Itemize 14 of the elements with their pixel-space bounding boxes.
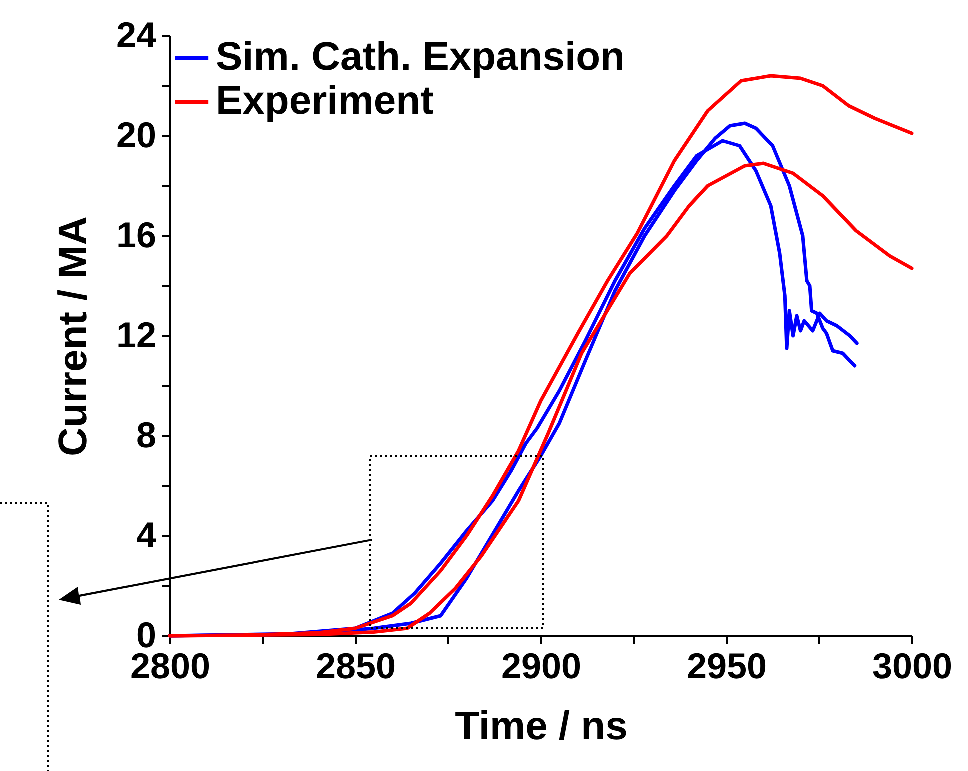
- y-tick-label: 12: [116, 314, 156, 356]
- y-tick-label: 20: [116, 114, 156, 156]
- x-tick-label: 3000: [872, 646, 953, 686]
- legend-label: Sim. Cath. Expansion: [216, 35, 625, 79]
- y-tick-label: 8: [136, 414, 156, 456]
- y-axis-title: Current / MA: [51, 216, 96, 456]
- legend-label: Experiment: [216, 79, 434, 123]
- y-tick-label: 4: [136, 514, 156, 556]
- x-axis-title: Time / ns: [455, 704, 628, 748]
- y-tick-label: 16: [116, 214, 156, 256]
- x-tick-label: 2900: [501, 646, 582, 686]
- x-tick-label: 2950: [686, 646, 768, 686]
- x-tick-label: 2850: [316, 646, 396, 686]
- y-tick-label: 24: [116, 14, 156, 56]
